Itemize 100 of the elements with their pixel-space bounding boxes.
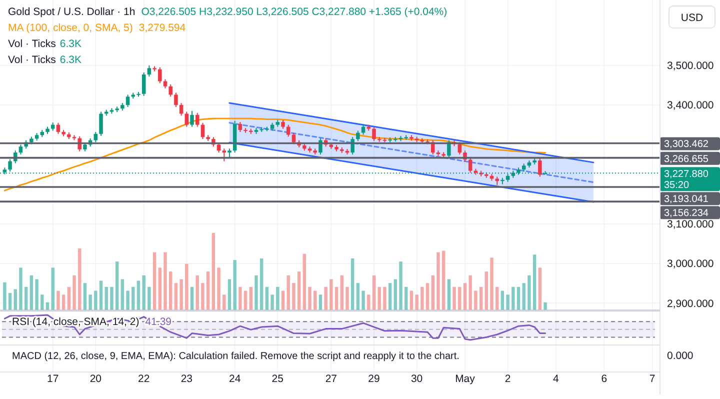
bar [40,294,44,310]
text: 0.000 [667,350,694,362]
x-tick-label: 24 [228,373,241,385]
bar [3,282,6,310]
bar [410,290,414,310]
bar [330,279,333,310]
x-tick-label: 20 [90,373,102,385]
bar [362,290,365,310]
x-tick-label: 30 [410,373,423,385]
bar [447,279,451,310]
y-axis-title: USD [680,12,704,24]
bar [495,286,499,310]
bar [83,283,87,310]
bar [35,279,38,310]
bar [367,294,370,310]
bar [420,286,424,310]
bar [538,268,542,310]
bar [196,275,199,310]
annotation: Vol · Ticks 6.3K [8,54,82,66]
annotation: 3,279.594 [138,22,186,34]
bar [174,283,178,310]
candlestick [99,111,103,136]
x-tick-label: 7 [649,373,656,385]
bar [270,294,274,310]
bar [528,275,531,310]
text: MACD (12, 26, close, 9, EMA, EMA): Calculation failed. Remove the script and reapply it to the chart. [12,351,460,362]
bar [110,286,114,310]
bar [350,258,354,310]
bar [506,294,510,310]
x-tick-label: 25 [272,373,284,385]
y-tick-label: 3,500.000 [667,60,714,72]
bar [394,279,398,310]
candlestick [78,136,82,152]
bar [94,290,98,310]
bar [302,254,306,310]
candlestick [228,148,232,159]
bar [168,272,172,310]
bar [346,286,349,310]
ref-line-label: 3,156.234 [664,208,709,220]
candlestick [372,126,376,142]
candlestick [195,112,200,128]
candlestick [458,142,462,156]
bar [67,286,71,310]
bar [46,302,50,310]
bar [356,283,360,310]
candlestick [126,94,130,108]
bar [56,290,60,310]
ref-line-label: 3,266.655 [664,154,709,165]
candlestick [147,64,152,77]
candlestick [447,140,451,158]
y-tick-label: 3,400.000 [667,100,714,112]
y-tick-label: 3,100.000 [667,218,714,231]
y-tick-label: 3,000.000 [667,258,714,270]
candlestick [56,122,60,134]
bar [126,290,130,310]
candlestick [184,111,189,128]
candlestick [356,130,360,142]
candlestick [158,66,162,84]
bar [490,258,494,310]
bar [222,294,226,310]
bar [233,260,236,310]
bar [62,294,66,310]
text: MA (100, close, 0, SMA, 5) [8,22,133,34]
bar [164,252,167,310]
bar [324,286,328,310]
candlestick [318,138,322,156]
bar [431,275,434,310]
candlestick [190,110,194,128]
bar [206,272,210,310]
bar [415,294,418,310]
bar [115,261,119,310]
bar [265,286,269,310]
bar [436,252,440,310]
bar [14,289,17,310]
bar [383,286,386,310]
bar [142,275,146,310]
text: Gold Spot / U.S. Dollar · 1h [8,6,136,18]
bar [152,252,156,310]
bar [281,290,285,310]
bar [474,290,478,310]
bar [512,286,515,310]
bar [72,275,76,310]
candlestick [238,122,242,132]
bar [399,261,402,310]
bar [404,286,408,310]
bar [120,279,124,310]
x-tick-label: 22 [138,373,150,385]
bar [136,280,140,310]
bar [500,290,504,310]
bar [516,286,520,310]
x-tick-label: 6 [601,373,608,385]
bar [426,283,430,310]
bar [479,286,483,310]
bar [484,272,488,310]
bar [185,264,188,310]
bar [212,233,216,310]
bar [468,275,472,310]
bar [8,293,12,310]
bar [388,283,392,310]
candlestick [200,122,205,140]
